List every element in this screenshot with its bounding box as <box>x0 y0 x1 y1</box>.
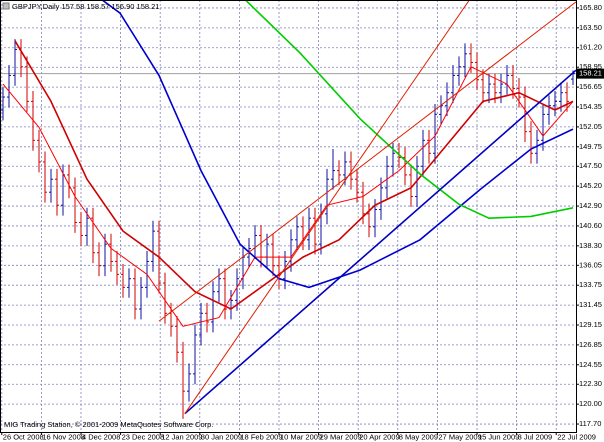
y-tick-label: 138.30 <box>579 241 602 250</box>
indicator-line <box>158 1 576 322</box>
y-tick-label: 161.20 <box>579 43 602 52</box>
x-tick-label: 3 Jul 2009 <box>518 432 553 441</box>
plot-frame <box>0 0 577 433</box>
y-tick-label: 158.95 <box>579 62 602 71</box>
y-tick-label: 131.45 <box>579 300 602 309</box>
x-tick-label: 23 Dec 2008 <box>122 432 165 441</box>
x-tick-label: 16 Nov 2008 <box>42 432 85 441</box>
x-tick-label: 4 Dec 2008 <box>82 432 120 441</box>
x-tick-label: 26 Oct 2008 <box>3 432 44 441</box>
x-tick-label: 20 Apr 2009 <box>359 432 399 441</box>
y-tick-label: 122.30 <box>579 379 602 388</box>
grid <box>0 0 576 432</box>
indicator-line <box>14 40 574 310</box>
y-tick-label: 154.35 <box>579 102 602 111</box>
x-tick-label: 15 Jun 2009 <box>478 432 519 441</box>
x-tick-label: 18 Feb 2009 <box>240 432 282 441</box>
footer: MIG Trading Station, © 2001-2009 MetaQuo… <box>4 420 213 429</box>
y-tick-label: 133.75 <box>579 280 602 289</box>
x-tick-label: 8 May 2009 <box>399 432 438 441</box>
y-tick-label: 163.50 <box>579 23 602 32</box>
x-tick-label: 29 Mar 2009 <box>320 432 362 441</box>
y-tick-label: 136.05 <box>579 260 602 269</box>
y-tick-label: 147.50 <box>579 161 602 170</box>
y-tick-label: 120.00 <box>579 399 602 408</box>
x-tick-label: 22 Jul 2009 <box>557 432 596 441</box>
price-tag-label: 158.21 <box>579 69 602 78</box>
x-tick-label: 10 Mar 2009 <box>280 432 322 441</box>
y-tick-label: 165.80 <box>579 3 602 12</box>
indicator-line <box>184 69 576 415</box>
x-tick-label: 12 Jan 2009 <box>161 432 202 441</box>
y-tick-label: 142.90 <box>579 201 602 210</box>
symbol-icon <box>2 2 10 10</box>
x-tick-label: 27 May 2009 <box>438 432 481 441</box>
y-tick-label: 152.05 <box>579 122 602 131</box>
y-tick-label: 140.60 <box>579 221 602 230</box>
y-tick-label: 124.55 <box>579 360 602 369</box>
plot-area <box>0 0 576 419</box>
y-tick-label: 149.75 <box>579 142 602 151</box>
y-tick-label: 129.15 <box>579 320 602 329</box>
indicator-line <box>100 0 574 289</box>
price-tag <box>577 68 604 79</box>
y-tick-label: 156.65 <box>579 82 602 91</box>
x-tick-label: 30 Jan 2009 <box>201 432 242 441</box>
y-tick-label: 117.70 <box>579 419 601 428</box>
y-tick-label: 145.20 <box>579 181 602 190</box>
indicator-line <box>184 0 470 414</box>
chart-title: GBPJPY,Daily 157.58 158.57 156.90 158.21 <box>12 2 159 11</box>
y-tick-label: 126.85 <box>579 340 602 349</box>
